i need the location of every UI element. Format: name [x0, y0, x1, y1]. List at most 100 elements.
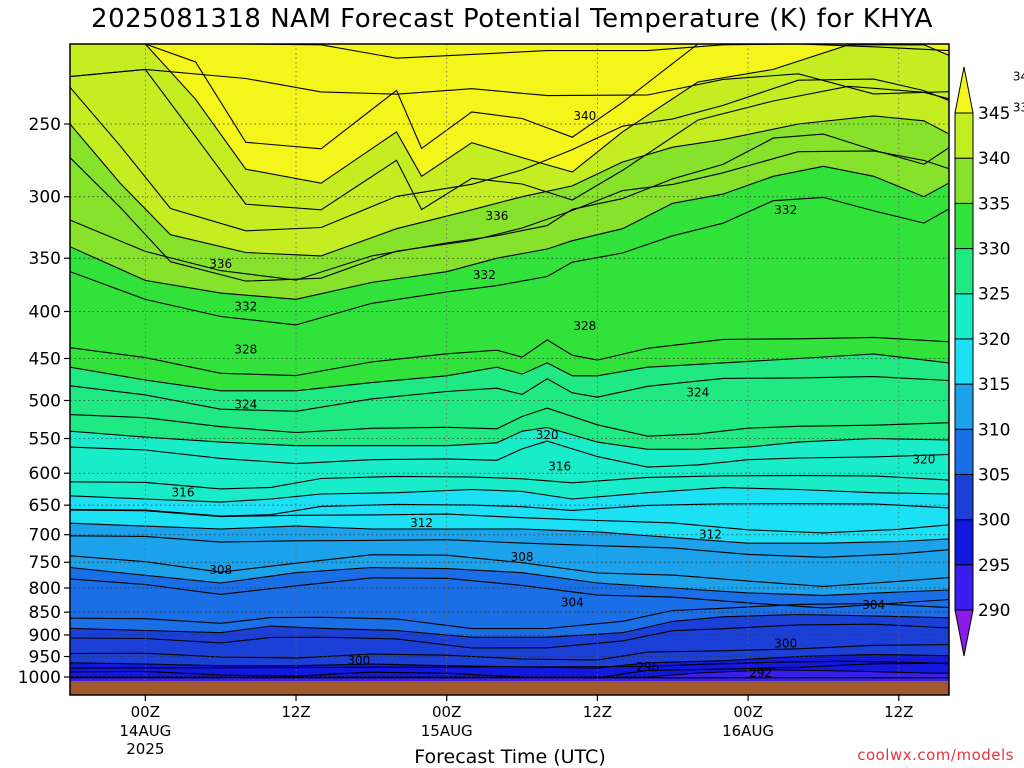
- plot-frame: [69, 43, 950, 696]
- contour-label-332: 332: [234, 299, 257, 313]
- colorbar-label: 330: [978, 240, 1010, 260]
- ground-surface-bar: [70, 681, 949, 695]
- colorbar: 290 295 300 305 310 315 320 325 330 335 340 345: [954, 66, 1010, 657]
- x-tick-sublabel: 2025: [126, 740, 164, 758]
- x-tick-label: 12Z: [884, 703, 913, 721]
- x-tick-sublabel: 15AUG: [421, 722, 473, 740]
- colorbar-label: 295: [978, 556, 1010, 576]
- contour-line: [70, 503, 949, 517]
- contour-line: [70, 644, 949, 661]
- contour-label-340: 340: [1013, 70, 1024, 84]
- y-tick-label: 750: [29, 553, 61, 573]
- x-axis-label: Forecast Time (UTC): [414, 746, 606, 768]
- contour-line: [70, 426, 949, 450]
- colorbar-swatch-335: [954, 157, 974, 204]
- grid-lines: [70, 44, 949, 695]
- contour-label-336: 336: [1013, 101, 1024, 115]
- x-tick-label: 12Z: [583, 703, 612, 721]
- contour-label-296: 296: [636, 660, 659, 674]
- x-tick-sublabel: 16AUG: [722, 722, 774, 740]
- colorbar-swatch-330: [954, 202, 974, 250]
- contour-label-316: 316: [548, 460, 571, 474]
- contour-line: [70, 487, 949, 503]
- contour-label-312: 312: [699, 528, 722, 542]
- colorbar-swatch-315: [954, 338, 974, 385]
- y-tick-label: 800: [29, 579, 61, 599]
- y-tick-label: 250: [29, 115, 61, 135]
- x-tick-label: 00Z: [131, 703, 160, 721]
- contour-line: [70, 509, 949, 534]
- contour-line: [70, 522, 949, 544]
- y-tick-label: 550: [29, 430, 61, 450]
- contour-line: [70, 68, 949, 97]
- y-tick-label: 300: [29, 188, 61, 208]
- y-tick-label: 900: [29, 626, 61, 646]
- colorbar-label: 300: [978, 511, 1010, 531]
- contour-label-300: 300: [774, 637, 797, 651]
- contour-label-304: 304: [862, 598, 885, 612]
- y-tick-label: 400: [29, 302, 61, 322]
- contour-label-320: 320: [536, 428, 559, 442]
- colorbar-under: [954, 609, 974, 657]
- y-tick-label: 1000: [18, 668, 61, 688]
- colorbar-swatch-325: [954, 248, 974, 295]
- credit-text: coolwx.com/models: [857, 746, 1014, 764]
- contour-line: [70, 150, 949, 282]
- colorbar-label: 320: [978, 330, 1010, 350]
- y-tick-label: 600: [29, 464, 61, 484]
- contour-line: [70, 653, 949, 669]
- contour-line: [70, 566, 949, 596]
- colorbar-swatch-290: [954, 564, 974, 611]
- colorbar-swatch-340: [954, 112, 974, 159]
- contour-label-324: 324: [686, 385, 709, 399]
- contour-label-328: 328: [573, 319, 596, 333]
- contour-line: [70, 577, 949, 609]
- colorbar-swatch-300: [954, 473, 974, 521]
- x-tick-label: 00Z: [432, 703, 461, 721]
- y-tick-label: 500: [29, 392, 61, 412]
- contour-label-300: 300: [347, 654, 370, 668]
- contour-label-328: 328: [234, 343, 257, 357]
- contour-label-340: 340: [573, 109, 596, 123]
- colorbar-label: 315: [978, 375, 1010, 395]
- contour-line: [70, 196, 949, 326]
- contour-label-308: 308: [511, 550, 534, 564]
- contour-line: [70, 440, 949, 468]
- contour-label-312: 312: [410, 516, 433, 530]
- filled-contour-bands: [70, 44, 949, 695]
- colorbar-label: 345: [978, 104, 1010, 124]
- colorbar-label: 325: [978, 285, 1010, 305]
- colorbar-label: 335: [978, 194, 1010, 214]
- contour-line: [70, 133, 949, 281]
- x-tick-label: 00Z: [733, 703, 762, 721]
- contour-line: [70, 407, 949, 437]
- colorbar-over: [954, 66, 974, 114]
- contour-line: [70, 353, 949, 392]
- colorbar-swatch-305: [954, 428, 974, 475]
- contour-label-304: 304: [561, 596, 584, 610]
- contour-label-324: 324: [234, 397, 257, 411]
- contour-line: [70, 115, 949, 257]
- colorbar-label: 310: [978, 420, 1010, 440]
- contour-labels: 2922962963003003003043043043083083083123…: [172, 70, 1024, 680]
- contour-label-308: 308: [209, 563, 232, 577]
- x-tick-sublabel: 14AUG: [119, 722, 171, 740]
- y-tick-label: 950: [29, 648, 61, 668]
- contour-line: [70, 165, 949, 300]
- x-tick-label: 12Z: [281, 703, 310, 721]
- colorbar-label: 290: [978, 601, 1010, 621]
- contour-label-336: 336: [209, 257, 232, 271]
- contour-label-332: 332: [473, 268, 496, 282]
- colorbar-swatch-295: [954, 519, 974, 566]
- contour-label-320: 320: [912, 453, 935, 467]
- contour-line: [70, 376, 949, 412]
- y-axis: 250 300 350 400 450 500 550 600 650 700 750 800 850 9…: [18, 115, 70, 688]
- contour-label-336: 336: [485, 209, 508, 223]
- contour-line: [70, 68, 949, 211]
- contour-line: [70, 336, 949, 377]
- colorbar-swatch-320: [954, 293, 974, 340]
- y-tick-label: 850: [29, 603, 61, 623]
- contour-label-332: 332: [774, 203, 797, 217]
- contour-line: [70, 554, 949, 587]
